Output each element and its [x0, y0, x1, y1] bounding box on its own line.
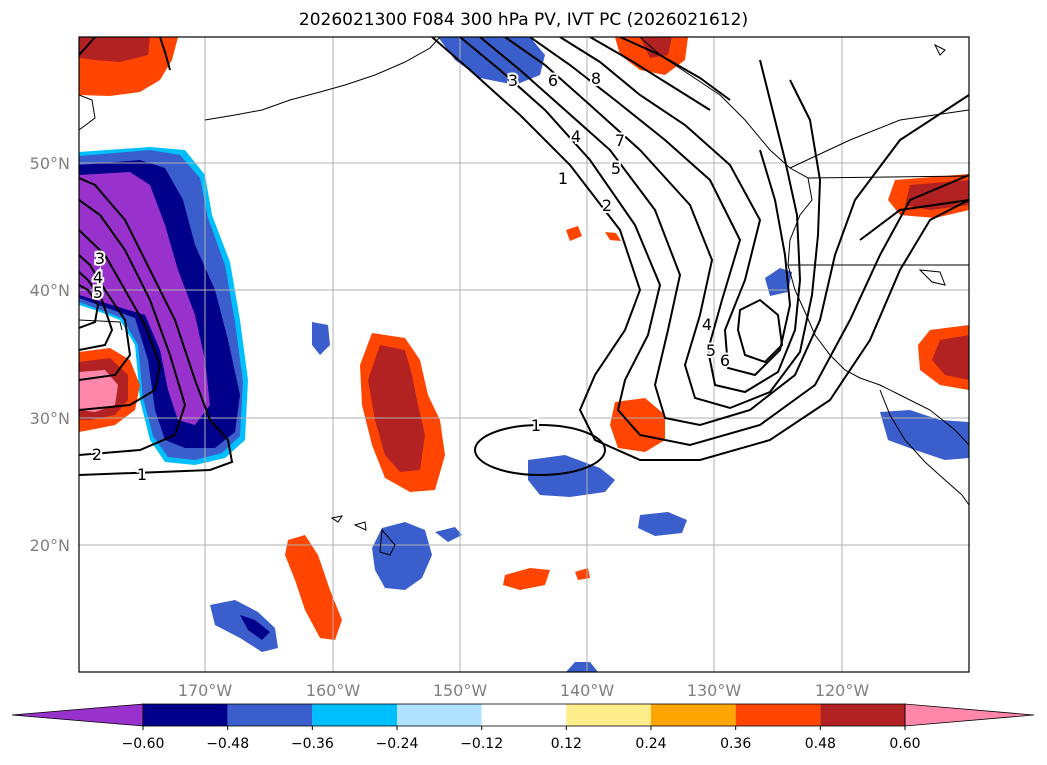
positive-anomaly-small-3 — [566, 226, 582, 241]
contour-label: 4 — [571, 127, 581, 146]
lon-label-140w: 140°W — [560, 681, 615, 700]
colorbar-bin — [481, 704, 567, 726]
contour-label: 5 — [706, 341, 716, 360]
colorbar-bin — [227, 704, 313, 726]
contour-label: 8 — [591, 69, 601, 88]
colorbar-tick-label: 0.60 — [889, 736, 920, 752]
contour-label: 1 — [558, 169, 568, 188]
colorbar-tick-label: −0.36 — [291, 736, 334, 752]
contour-label: 7 — [615, 131, 625, 150]
colorbar-tick-label: −0.48 — [206, 736, 249, 752]
positive-anomaly-us-sw-core — [932, 335, 969, 380]
negative-anomaly-west — [79, 147, 248, 465]
positive-anomaly-northwest — [79, 37, 178, 96]
contour-label: 3 — [508, 71, 518, 90]
negative-anomaly-east-small — [638, 512, 687, 536]
positive-anomaly-small-1 — [503, 568, 550, 590]
positive-anomaly-small-2 — [575, 568, 590, 580]
colorbar: −0.60 −0.48 −0.36 −0.24 −0.12 0.12 0.24 0.36 0.4… — [11, 703, 1035, 752]
contour-label: 5 — [611, 159, 621, 178]
colorbar-tick-label: 0.12 — [551, 736, 582, 752]
colorbar-tick-label: −0.24 — [376, 736, 419, 752]
negative-anomaly-alaska — [438, 37, 545, 85]
colorbar-extend-min — [11, 703, 144, 727]
positive-anomaly-central — [360, 333, 445, 492]
colorbar-tick-label: −0.12 — [460, 736, 503, 752]
colorbar-bin — [397, 704, 482, 726]
colorbar-tick-label: −0.60 — [122, 736, 165, 752]
contour-label: 1 — [531, 416, 541, 435]
colorbar-bin — [735, 704, 821, 726]
colorbar-bin — [820, 704, 905, 726]
lon-label-160w: 160°W — [306, 681, 361, 700]
latitude-labels: 50°N 40°N 30°N 20°N — [30, 154, 70, 555]
lon-label-130w: 130°W — [687, 681, 742, 700]
ivt-contours — [79, 37, 969, 476]
map-frame — [78, 36, 970, 673]
negative-anomaly-small-west — [312, 322, 330, 355]
negative-anomaly-hawaii — [372, 522, 432, 590]
contour-label: 5 — [93, 283, 103, 302]
colorbar-tick-label: 0.36 — [720, 736, 751, 752]
positive-anomaly-hawaii-west — [285, 535, 342, 640]
contour-label: 3 — [95, 249, 105, 268]
colorbar-extend-max — [904, 703, 1035, 727]
contour-label: 4 — [93, 268, 103, 287]
colorbar-tick-label: 0.48 — [805, 736, 836, 752]
colorbar-bin — [143, 704, 228, 726]
positive-anomaly-east — [610, 398, 665, 452]
lat-label-50n: 50°N — [30, 154, 70, 173]
contour-label: 2 — [602, 196, 612, 215]
colorbar-frame — [142, 703, 906, 727]
lat-label-40n: 40°N — [30, 281, 70, 300]
map-title: 2026021300 F084 300 hPa PV, IVT PC (2026… — [298, 10, 749, 30]
coastlines — [79, 37, 969, 556]
negative-anomaly-baja — [880, 410, 969, 460]
longitude-labels: 170°W 160°W 150°W 140°W 130°W 120°W — [178, 681, 870, 700]
positive-anomaly-alaska-core — [640, 37, 672, 58]
lat-label-20n: 20°N — [30, 536, 70, 555]
lat-label-30n: 30°N — [30, 409, 70, 428]
contour-labels: 2 1 3 4 5 3 6 8 4 7 5 1 2 4 5 6 1 — [90, 67, 732, 486]
contour-label: 1 — [137, 465, 147, 484]
colorbar-bin — [651, 704, 736, 726]
negative-anomaly-southwest-core — [240, 615, 270, 640]
negative-anomaly-california — [765, 268, 792, 296]
contour-label: 2 — [92, 445, 102, 464]
negative-anomaly-hawaii-small — [435, 527, 462, 542]
contour-label: 6 — [548, 71, 558, 90]
contour-label: 4 — [702, 315, 712, 334]
negative-anomaly-bottom — [566, 662, 598, 672]
contour-label: 6 — [720, 351, 730, 370]
colorbar-bin — [312, 704, 397, 726]
lon-label-150w: 150°W — [433, 681, 488, 700]
colorbar-tick-label: 0.24 — [635, 736, 666, 752]
positive-anomaly-small-4 — [605, 232, 621, 241]
lon-label-120w: 120°W — [815, 681, 870, 700]
graticule — [79, 37, 969, 672]
lon-label-170w: 170°W — [178, 681, 233, 700]
colorbar-bin — [566, 704, 651, 726]
